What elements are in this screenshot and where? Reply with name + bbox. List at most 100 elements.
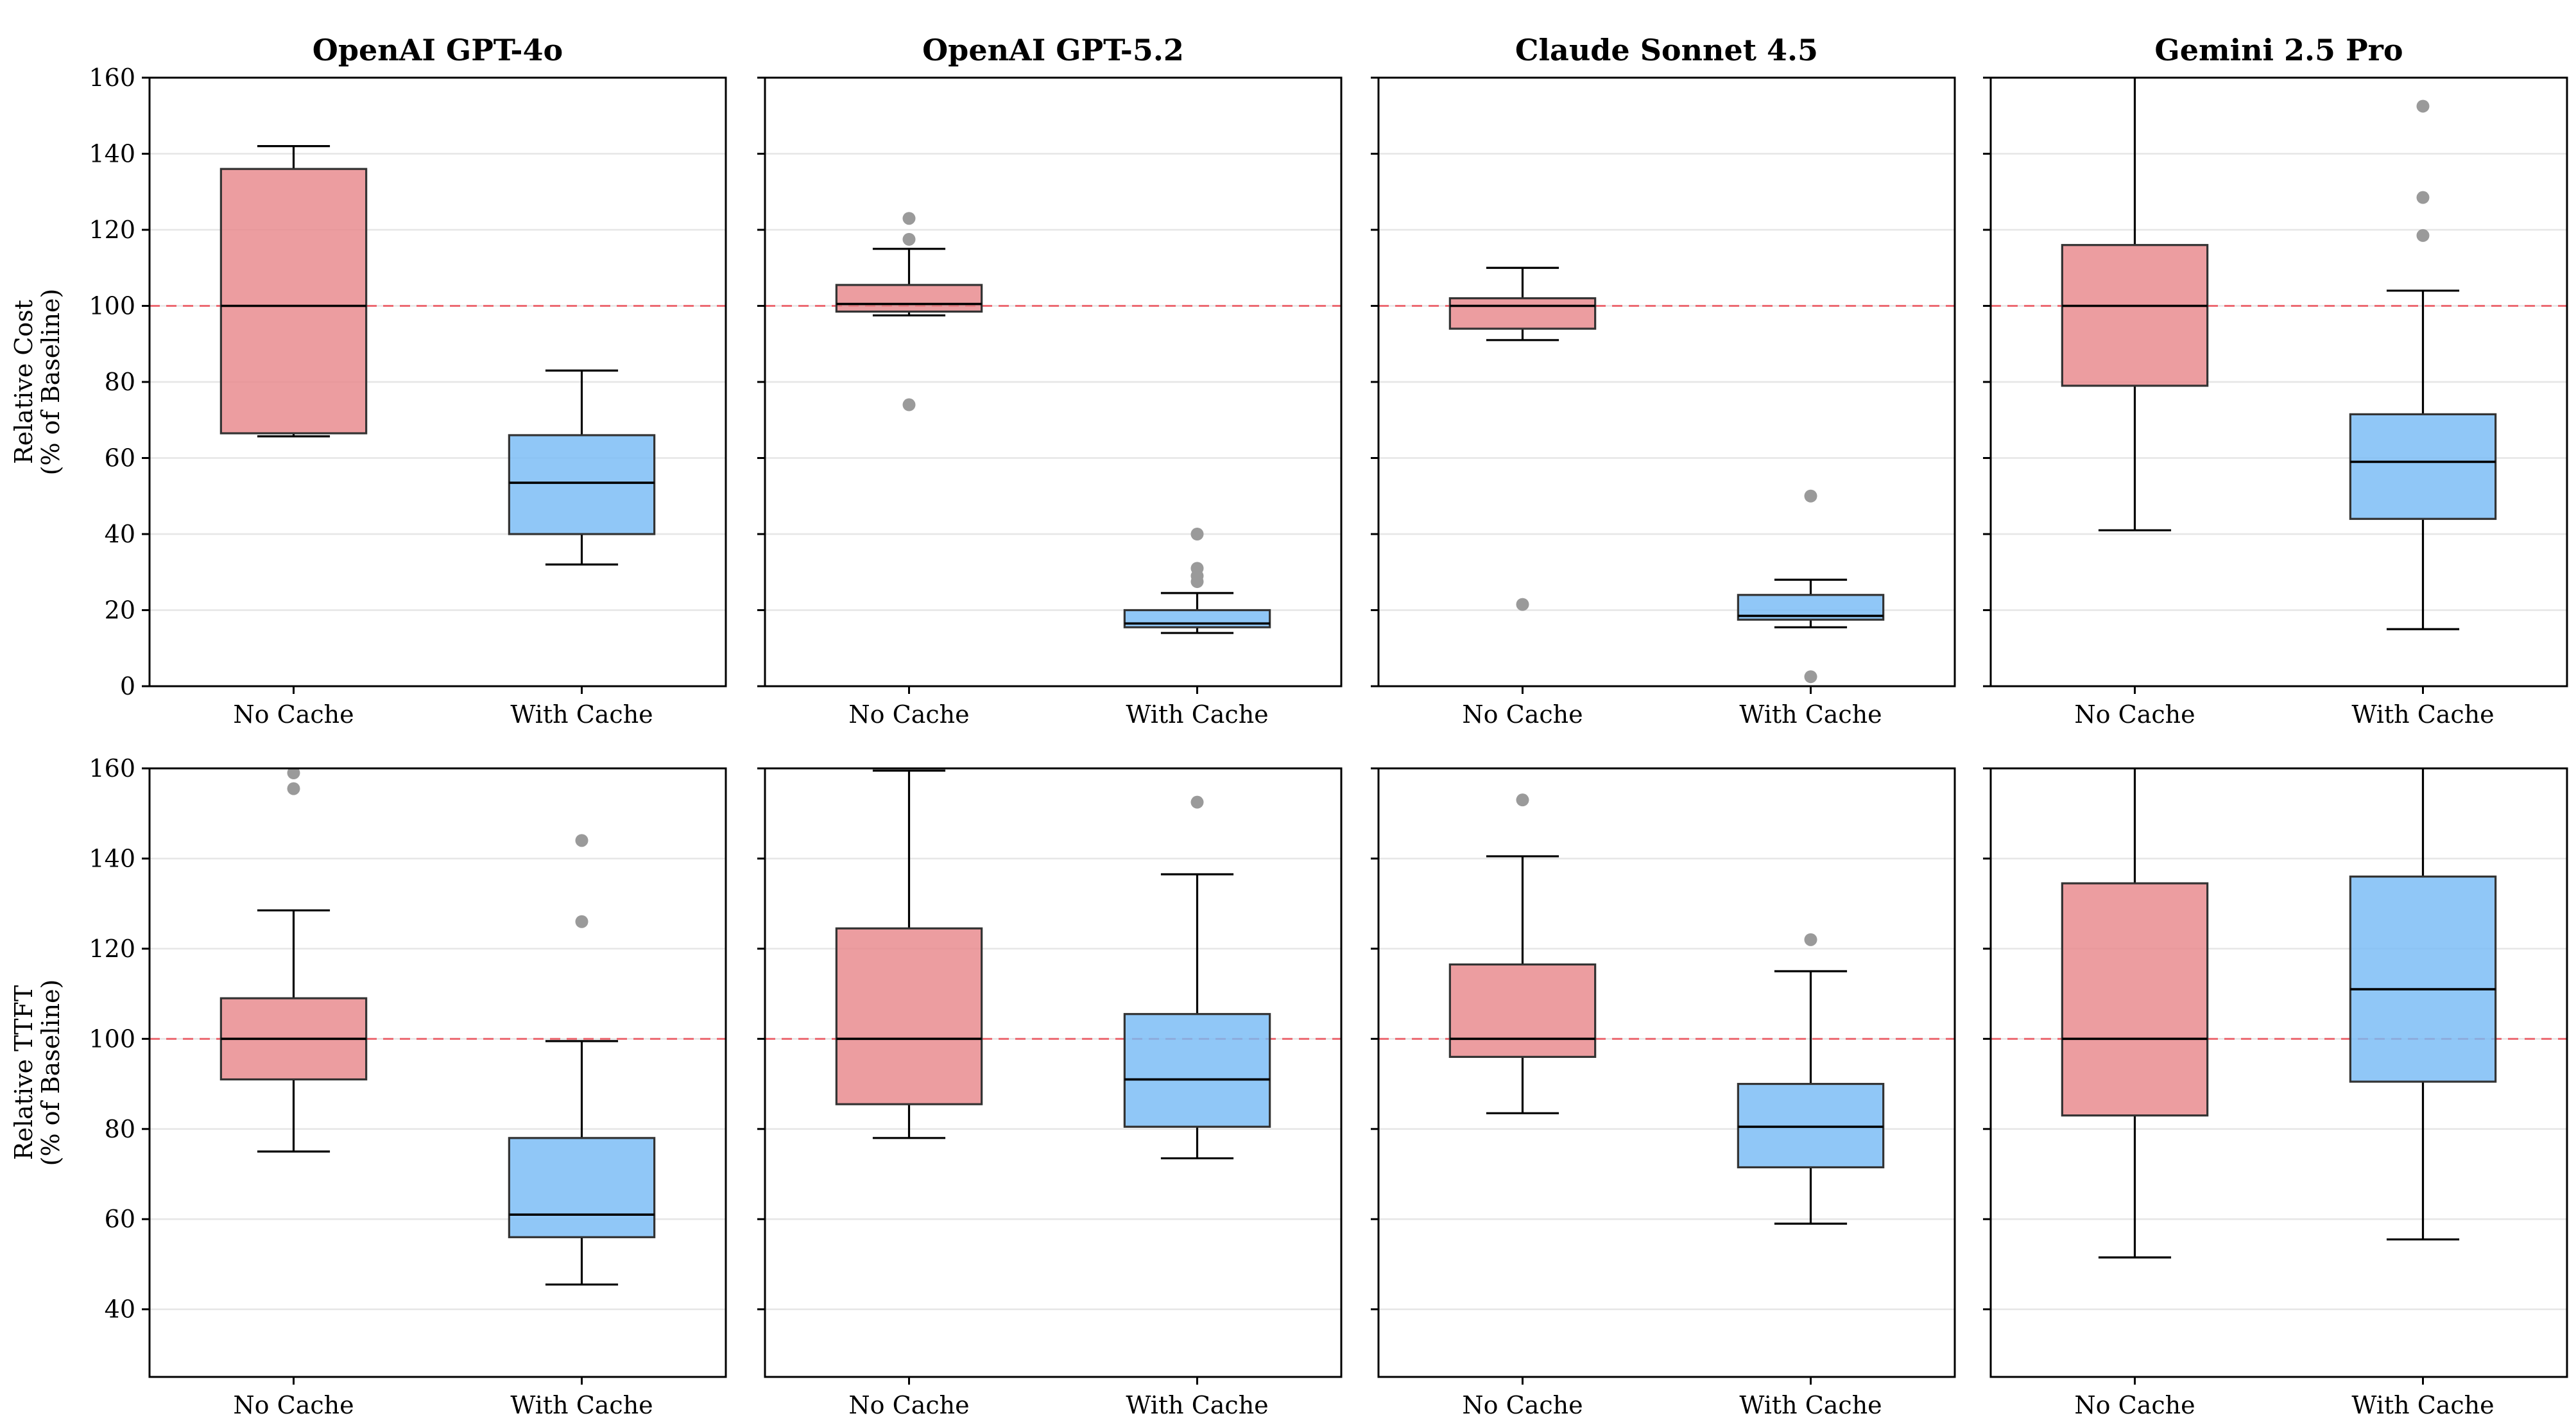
y-tick-label: 40 [105,520,135,548]
y-tick-label: 60 [105,1205,135,1233]
box-marks [219,145,656,566]
y-axis-label: Relative TTFT(% of Baseline) [10,980,65,1166]
x-tick-label-with-cache: With Cache [1739,1391,1882,1418]
outlier-point [287,768,300,780]
axes-frame [148,76,727,687]
x-tick-label-with-cache: With Cache [2351,700,2494,729]
no-cache-box [219,768,368,1153]
with-cache-box [2349,768,2497,1241]
outlier-point [902,212,916,225]
box-marks [1448,793,1885,1225]
outlier-point [1516,793,1529,807]
no-cache-box [1448,793,1597,1114]
panel-title: Gemini 2.5 Pro [2154,33,2403,67]
y-axis-label: Relative Cost(% of Baseline) [10,289,65,476]
with-cache-box [1737,489,1885,684]
outlier-point [1804,933,1817,946]
iqr-box [835,927,983,1105]
iqr-box [508,434,656,535]
iqr-box [1123,609,1271,628]
y-tick-label: 80 [105,368,135,396]
x-tick-label-with-cache: With Cache [2351,1391,2494,1418]
y-tick-label: 120 [89,216,135,244]
axes-frame [1989,76,2568,687]
x-tick-label-no-cache: No Cache [233,700,354,729]
box-marks [1448,266,1885,684]
iqr-box [1448,963,1597,1059]
x-tick-label-no-cache: No Cache [2074,1391,2195,1418]
y-tick-label: 160 [89,64,135,92]
x-tick-label-with-cache: With Cache [1126,700,1268,729]
with-cache-box [1123,528,1271,634]
no-cache-box [2061,78,2209,532]
panel-7: No Cache With Cache [1371,767,1956,1418]
x-tick-label-with-cache: With Cache [510,700,653,729]
with-cache-box [1737,933,1885,1225]
x-tick-label-with-cache: With Cache [510,1391,653,1418]
x-tick-label-no-cache: No Cache [233,1391,354,1418]
y-tick-label: 140 [89,140,135,168]
x-tick-label-no-cache: No Cache [848,700,969,729]
y-tick-label: 100 [89,292,135,320]
y-tick-label: 40 [105,1295,135,1324]
iqr-box [2061,882,2209,1117]
y-tick-label: 80 [105,1115,135,1143]
panel-title: OpenAI GPT-4o [313,33,563,67]
no-cache-box [835,769,983,1139]
x-tick-label-no-cache: No Cache [2074,700,2195,729]
panel-5: 40 60 80 100 120 140 160 No Cache With Cache Rela… [10,754,727,1418]
axes-frame [764,76,1343,687]
panel-3: No Cache With Cache Claude Sonnet 4.5 [1371,33,1956,729]
iqr-box [1123,1013,1271,1128]
outlier-point [575,834,588,847]
y-tick-label: 0 [120,672,135,700]
x-tick-label-no-cache: No Cache [1462,700,1583,729]
outlier-point [1804,670,1817,684]
box-marks [2061,78,2497,630]
outlier-point [1190,528,1204,540]
panel-2: No Cache With Cache OpenAI GPT-5.2 [757,33,1343,729]
box-marks [219,768,656,1286]
outlier-point [1190,795,1204,809]
outlier-point [1516,598,1529,611]
axes-frame [1377,767,1956,1378]
box-marks [835,769,1271,1160]
iqr-box [2349,413,2497,520]
outlier-point [2416,229,2430,242]
box-marks [2061,768,2497,1259]
axes-frame [1989,767,2568,1378]
y-tick-label: 60 [105,444,135,472]
y-tick-label: 20 [105,596,135,625]
no-cache-box [835,212,983,411]
outlier-point [2416,99,2430,113]
y-tick-label: 140 [89,844,135,872]
outlier-point [575,915,588,928]
panel-8: No Cache With Cache [1983,767,2568,1418]
outlier-point [902,398,916,411]
x-tick-label-no-cache: No Cache [848,1391,969,1418]
iqr-box [2349,875,2497,1083]
iqr-box [835,284,983,313]
y-tick-label: 160 [89,754,135,782]
outlier-point [2416,191,2430,204]
panel-title: Claude Sonnet 4.5 [1515,33,1818,67]
with-cache-box [508,369,656,566]
with-cache-box [1123,795,1271,1160]
box-marks [835,212,1271,634]
iqr-box [219,168,368,435]
outlier-point [1190,575,1204,589]
no-cache-box [2061,768,2209,1259]
iqr-box [508,1137,656,1238]
axes-frame [148,767,727,1378]
panel-title: OpenAI GPT-5.2 [922,33,1184,67]
x-tick-label-with-cache: With Cache [1126,1391,1268,1418]
iqr-box [1448,297,1597,330]
iqr-box [2061,244,2209,387]
panel-1: 0 20 40 60 80 100 120 140 160 No Cache With Cache O… [10,33,727,729]
outlier-point [902,232,916,246]
with-cache-box [2349,99,2497,630]
outlier-point [287,782,300,795]
y-tick-label: 100 [89,1025,135,1053]
panel-6: No Cache With Cache [757,767,1343,1418]
no-cache-box [219,145,368,438]
